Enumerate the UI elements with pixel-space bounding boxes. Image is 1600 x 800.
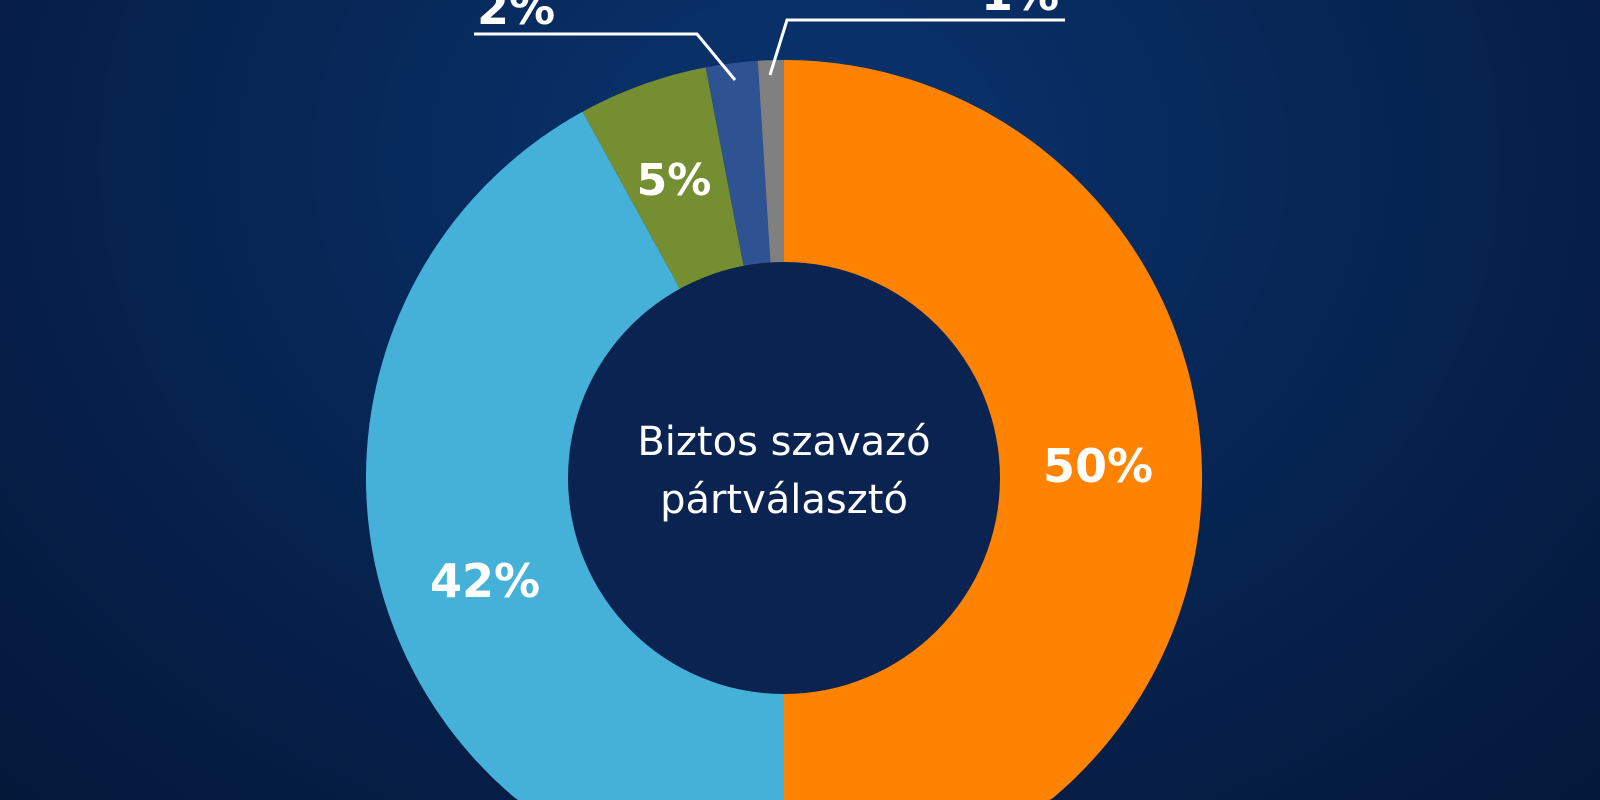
slice-5pct [582,67,747,303]
leader-line-2pct [474,32,737,81]
slice-1pct [757,60,784,279]
center-label-line-2: pártválasztó [660,477,908,523]
slice-2pct [705,60,772,282]
data-label-5pct: 5% [637,155,712,206]
center-label-line-1: Biztos szavazó [637,419,930,465]
data-label-2pct: 2% [477,0,555,35]
donut-hole [568,262,1000,694]
leader-line-1pct [768,18,1065,76]
data-label-50pct: 50% [1043,439,1153,493]
data-label-1pct: 1% [981,0,1059,21]
data-label-42pct: 42% [430,554,540,608]
